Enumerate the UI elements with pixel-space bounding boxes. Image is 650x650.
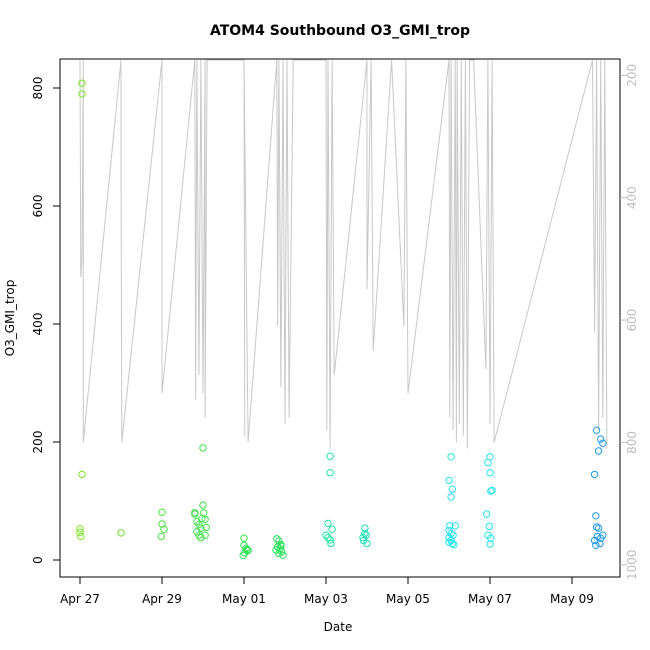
data-point <box>451 522 459 530</box>
y2-tick-label: 400 <box>625 186 639 209</box>
data-point <box>201 531 209 539</box>
data-point <box>596 539 604 548</box>
data-point <box>328 525 336 533</box>
data-point <box>199 444 207 452</box>
x-tick-label: May 01 <box>222 592 266 606</box>
y2-tick-label: 800 <box>625 431 639 454</box>
data-point <box>158 508 166 516</box>
data-point <box>360 536 368 545</box>
x-axis-label: Date <box>324 620 353 634</box>
y-tick-label: 0 <box>31 556 45 564</box>
data-point <box>197 533 205 542</box>
data-point <box>448 485 456 493</box>
data-point <box>157 532 165 541</box>
data-point <box>77 532 85 541</box>
data-point <box>487 487 495 495</box>
y-axis: 0 200 400 600 800 <box>31 77 60 564</box>
data-point <box>597 534 605 542</box>
data-point <box>273 535 281 543</box>
data-point <box>326 452 334 460</box>
data-point <box>485 522 493 531</box>
data-point <box>78 79 86 88</box>
data-point <box>202 523 211 532</box>
chart-title: ATOM4 Southbound O3_GMI_trop <box>210 23 470 39</box>
data-point <box>160 525 168 533</box>
y2-axis: 200 400 600 800 1000 <box>620 64 639 580</box>
data-point <box>486 469 494 477</box>
data-point <box>592 541 600 549</box>
data-point <box>447 493 455 501</box>
y2-tick-label: 600 <box>625 309 639 332</box>
data-point <box>484 458 492 467</box>
data-point <box>326 469 334 477</box>
data-point <box>199 501 207 509</box>
data-point <box>361 524 369 532</box>
x-tick-label: May 09 <box>550 592 594 606</box>
data-point <box>447 453 455 461</box>
data-points <box>76 79 607 559</box>
data-point <box>275 549 283 558</box>
data-point <box>78 90 86 98</box>
data-point <box>78 470 86 479</box>
x-tick-label: May 05 <box>386 592 430 606</box>
data-point <box>592 426 601 434</box>
y-tick-label: 400 <box>31 313 45 336</box>
y-tick-label: 200 <box>31 431 45 454</box>
data-point <box>590 470 599 479</box>
y-tick-label: 600 <box>31 195 45 218</box>
data-point <box>599 439 607 447</box>
data-point <box>597 435 605 443</box>
data-point <box>448 539 456 548</box>
data-point <box>324 533 332 542</box>
data-point <box>326 536 334 544</box>
data-point <box>327 539 335 548</box>
y-axis-label: O3_GMI_trop <box>3 280 17 357</box>
data-point <box>324 519 332 528</box>
pressure-track <box>79 59 608 449</box>
data-point <box>239 551 247 559</box>
y-tick-label: 800 <box>31 77 45 100</box>
data-point <box>445 476 453 485</box>
data-point <box>76 528 84 536</box>
data-point <box>322 531 330 539</box>
data-point <box>594 524 603 532</box>
data-point <box>446 522 454 530</box>
y2-tick-label: 200 <box>625 64 639 87</box>
data-point <box>242 544 250 552</box>
x-tick-label: May 07 <box>468 592 512 606</box>
data-point <box>447 529 455 538</box>
y2-tick-label: 1000 <box>625 549 639 580</box>
x-tick-label: Apr 27 <box>60 592 100 606</box>
x-tick-label: May 03 <box>304 592 348 606</box>
data-point <box>240 534 248 542</box>
data-point <box>198 515 206 523</box>
data-point <box>243 545 252 554</box>
data-point <box>201 515 209 523</box>
data-point <box>594 447 603 455</box>
data-point <box>277 542 285 550</box>
data-point <box>279 551 287 559</box>
plot-frame <box>59 58 621 578</box>
data-point <box>117 529 125 537</box>
data-point <box>483 510 491 518</box>
data-point <box>592 512 600 520</box>
pressure-track-line <box>79 59 608 449</box>
x-axis: Apr 27 Apr 29 May 01 May 03 May 05 May 07 May … <box>60 577 594 606</box>
data-point <box>76 525 84 533</box>
data-point <box>191 510 199 518</box>
x-tick-label: Apr 29 <box>142 592 182 606</box>
data-point <box>486 540 494 548</box>
data-point <box>445 538 453 546</box>
data-point <box>359 533 367 542</box>
data-point <box>361 529 369 538</box>
